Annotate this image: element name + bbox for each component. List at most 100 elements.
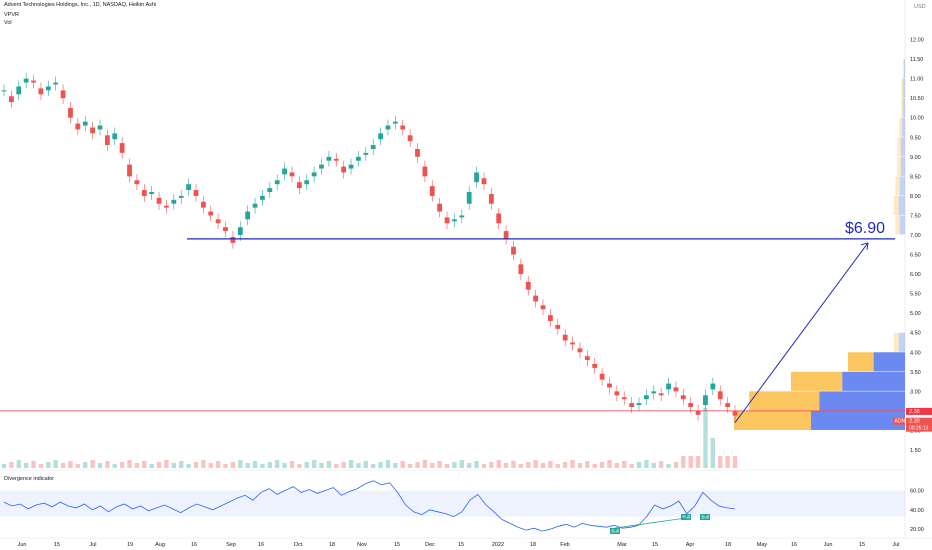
candle [141, 190, 147, 196]
candle [621, 397, 627, 400]
candle [378, 133, 383, 140]
price-tick-label: 8.50 [910, 174, 921, 180]
bull-signal-label: Bull [701, 515, 709, 520]
time-tick-label: 16 [191, 542, 197, 548]
volume-bar [562, 462, 568, 468]
candle [548, 315, 553, 321]
candle [156, 197, 162, 204]
time-tick-label: Aug [155, 542, 165, 548]
volume-profile-bar [902, 78, 905, 98]
volume-bar [622, 461, 627, 468]
candle [481, 178, 487, 185]
volume-bar [164, 460, 169, 468]
candle [452, 219, 457, 222]
candle [267, 188, 273, 192]
last-price-box [906, 407, 932, 415]
candle [555, 324, 561, 329]
volume-bar [9, 462, 14, 468]
candle [252, 203, 258, 208]
candle [540, 305, 546, 310]
volume-bar [503, 463, 509, 468]
price-tick-label: 3.00 [910, 389, 921, 395]
price-tick-label: 5.50 [910, 292, 921, 298]
candle [400, 125, 406, 130]
candle [164, 205, 169, 208]
volume-bar [658, 461, 664, 468]
current-price-box [906, 417, 932, 432]
volume-profile-bar [734, 410, 811, 430]
volume-bar [142, 461, 147, 468]
candle [237, 227, 243, 235]
volume-profile-bar [903, 59, 904, 79]
oscillator-tick-label: 40.00 [910, 508, 924, 514]
candle [562, 334, 568, 341]
candle [570, 342, 575, 345]
candle [584, 356, 590, 361]
candle [680, 395, 686, 400]
volume-bar [112, 464, 117, 468]
volume-bar [415, 462, 420, 468]
volume-bar [393, 463, 398, 468]
volume-bar [326, 461, 332, 468]
candle [282, 168, 287, 175]
volume-bar [629, 464, 634, 468]
candle [695, 410, 701, 415]
time-tick-label: 18 [725, 542, 731, 548]
volume-bar [193, 462, 199, 468]
candle [104, 135, 110, 146]
volume-profile-bar [848, 352, 874, 372]
candle [407, 135, 413, 142]
time-tick-label: Sep [226, 542, 236, 548]
volume-bar [540, 463, 546, 468]
candle [636, 403, 642, 406]
bull-signal-box [681, 514, 691, 520]
time-tick-label: Feb [560, 542, 569, 548]
volume-profile-bar [898, 195, 905, 215]
candle [503, 231, 509, 239]
candle [304, 180, 310, 185]
volume-bar [607, 460, 612, 468]
volume-bar [459, 460, 464, 468]
volume-bar [430, 463, 435, 468]
time-tick-label: Jun [824, 542, 833, 548]
time-tick-label: 19 [127, 542, 133, 548]
price-tick-label: 7.00 [910, 233, 921, 239]
volume-bar [614, 463, 620, 468]
volume-profile-bar [791, 371, 843, 391]
volume-profile-bar [893, 332, 899, 352]
candle [444, 217, 450, 224]
volume-profile-bar [897, 156, 901, 176]
price-tick-label: 3.50 [910, 370, 921, 376]
candle [474, 172, 479, 183]
volume-bar [666, 464, 671, 468]
volume-bar [223, 464, 228, 468]
volume-bar [75, 464, 81, 468]
price-tick-label: 4.50 [910, 331, 921, 337]
volume-bar [592, 464, 597, 468]
candle [392, 121, 398, 124]
volume-profile-bar [749, 391, 820, 411]
candle [208, 211, 214, 216]
volume-bar [407, 464, 413, 468]
candle [112, 133, 118, 140]
volume-profile-bar [901, 98, 903, 118]
volume-bar [695, 456, 701, 468]
arrow-head [860, 242, 869, 250]
volume-profile-bar [897, 137, 901, 157]
vol-legend[interactable]: Vol [4, 20, 12, 26]
vpvr-legend[interactable]: VPVR [4, 12, 19, 18]
volume-bar [31, 461, 36, 468]
time-tick-label: Jul [892, 542, 899, 548]
candle [710, 383, 716, 390]
price-tick-label: 9.00 [910, 155, 921, 161]
volume-bar [385, 460, 391, 468]
candle [511, 246, 516, 255]
volume-bar [311, 460, 317, 468]
price-tick-label: 5.00 [910, 311, 921, 317]
volume-profile-bar [900, 137, 905, 157]
candle [289, 172, 295, 177]
volume-bar [252, 461, 258, 468]
candle [90, 127, 96, 134]
volume-bar [466, 463, 472, 468]
